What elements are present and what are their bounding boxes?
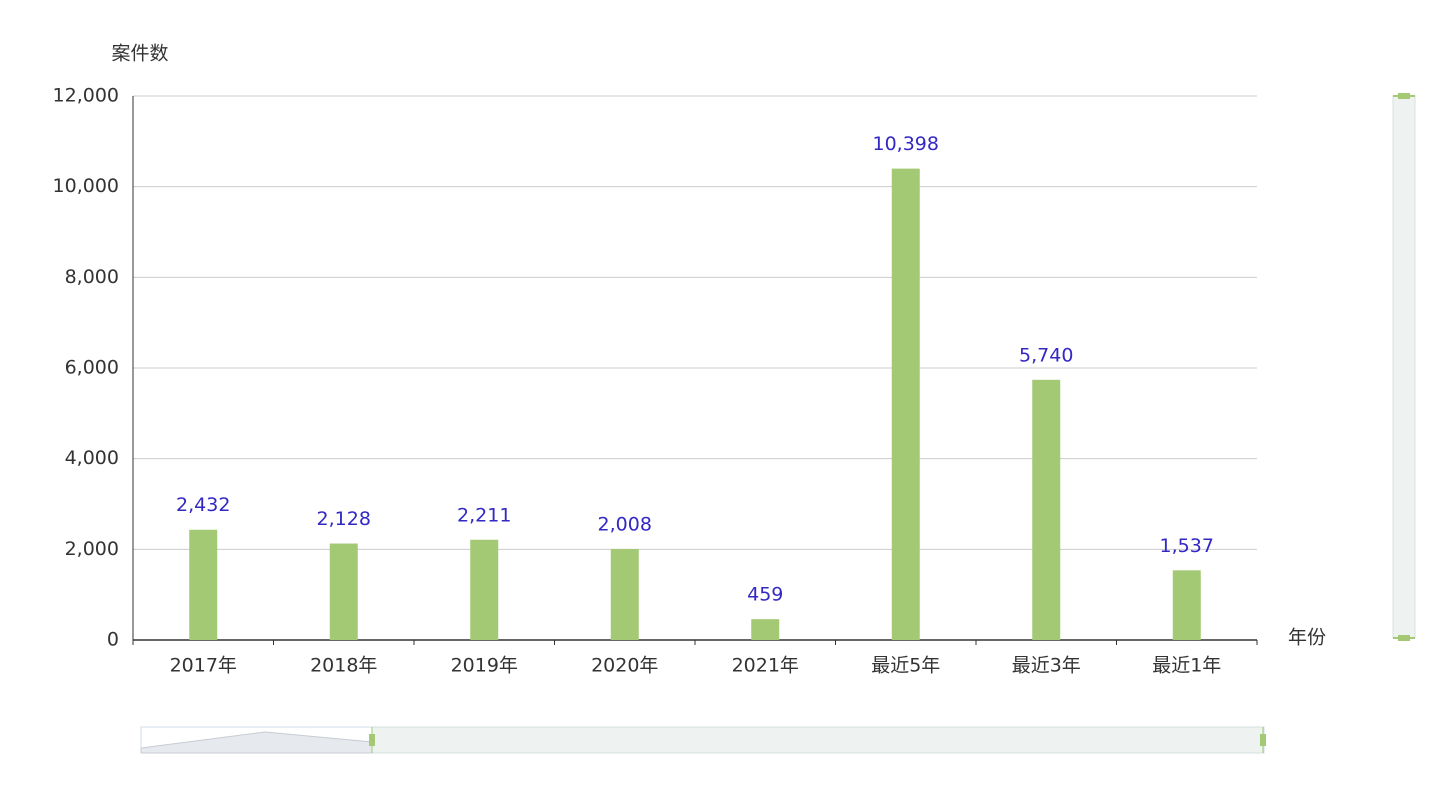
bar bbox=[189, 529, 218, 640]
bar bbox=[329, 543, 358, 640]
x-axis-label: 年份 bbox=[1288, 627, 1326, 649]
x-tick-label: 最近1年 bbox=[1152, 655, 1221, 677]
value-label: 459 bbox=[747, 584, 783, 606]
y-tick-label: 8,000 bbox=[65, 266, 119, 288]
value-label: 1,537 bbox=[1160, 535, 1214, 557]
bar bbox=[891, 168, 920, 640]
slider-handle[interactable] bbox=[1398, 635, 1410, 641]
x-tick-label: 最近5年 bbox=[871, 655, 940, 677]
x-tick-label: 2017年 bbox=[170, 655, 237, 677]
slider-handle[interactable] bbox=[1398, 93, 1410, 99]
value-label: 2,211 bbox=[457, 504, 511, 526]
slider-selection bbox=[1392, 95, 1416, 639]
horizontal-zoom-slider[interactable] bbox=[140, 726, 1266, 754]
value-label: 2,128 bbox=[317, 508, 371, 530]
y-tick-label: 2,000 bbox=[65, 538, 119, 560]
x-tick-label: 2019年 bbox=[451, 655, 518, 677]
bar bbox=[751, 619, 780, 640]
x-tick-label: 2020年 bbox=[591, 655, 658, 677]
y-tick-label: 6,000 bbox=[65, 357, 119, 379]
y-tick-label: 4,000 bbox=[65, 447, 119, 469]
x-tick-label: 2021年 bbox=[732, 655, 799, 677]
value-label: 2,008 bbox=[598, 513, 652, 535]
bar bbox=[1172, 570, 1201, 640]
y-tick-label: 10,000 bbox=[53, 175, 119, 197]
x-tick-label: 最近3年 bbox=[1012, 655, 1081, 677]
slider-selection bbox=[371, 726, 1264, 754]
y-tick-label: 0 bbox=[107, 629, 119, 651]
value-label: 5,740 bbox=[1019, 344, 1073, 366]
bar bbox=[610, 548, 639, 640]
value-label: 2,432 bbox=[176, 494, 230, 516]
y-axis-label: 案件数 bbox=[111, 43, 168, 65]
x-tick-label: 2018年 bbox=[310, 655, 377, 677]
y-tick-label: 12,000 bbox=[53, 85, 119, 107]
bar bbox=[470, 539, 499, 640]
bar bbox=[1032, 379, 1061, 640]
value-label: 10,398 bbox=[873, 133, 939, 155]
vertical-zoom-slider[interactable] bbox=[1392, 93, 1416, 641]
